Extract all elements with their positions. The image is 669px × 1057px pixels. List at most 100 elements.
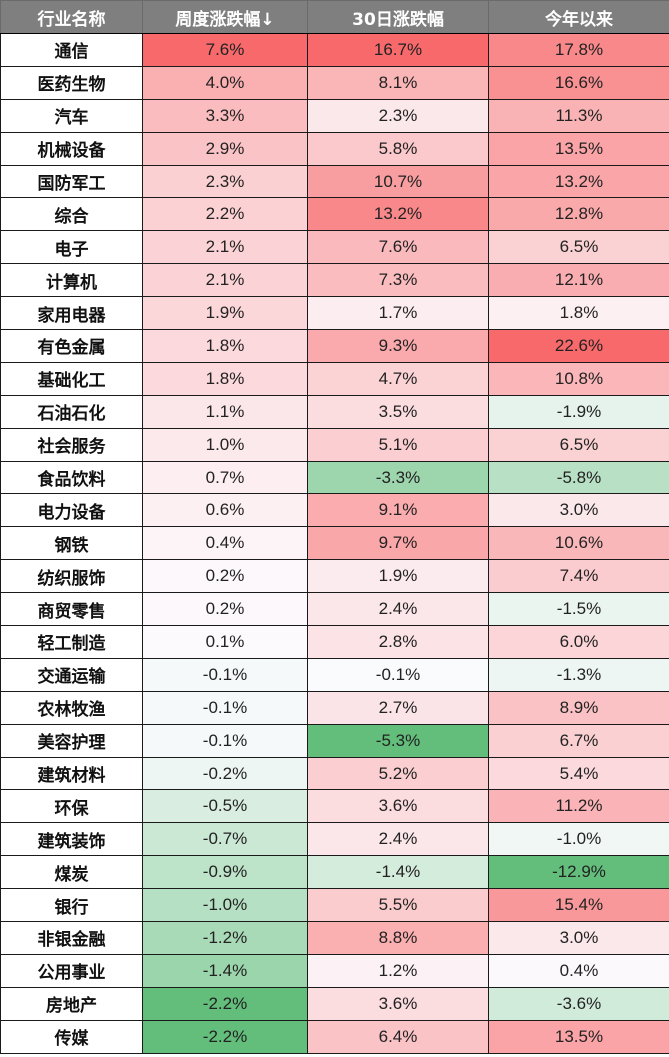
weekly-change-cell: -0.1% <box>142 723 308 758</box>
ytd-change-cell: 1.8% <box>488 296 669 331</box>
30day-change-cell: 2.4% <box>307 822 489 857</box>
weekly-change-cell: 1.9% <box>142 296 308 331</box>
30day-change-cell: 13.2% <box>307 197 489 232</box>
industry-name-cell: 纺织服饰 <box>0 559 143 594</box>
industry-name-cell: 农林牧渔 <box>0 690 143 725</box>
weekly-change-cell: 1.8% <box>142 329 308 363</box>
30day-change-cell: 7.3% <box>307 263 489 298</box>
weekly-change-cell: 3.3% <box>142 98 308 133</box>
industry-name-cell: 环保 <box>0 789 143 824</box>
industry-name-cell: 公用事业 <box>0 953 143 988</box>
table-row: 综合 2.2% 13.2% 12.8% <box>0 197 669 232</box>
table-row: 银行 -1.0% 5.5% 15.4% <box>0 888 669 923</box>
table-row: 国防军工 2.3% 10.7% 13.2% <box>0 164 669 199</box>
30day-change-cell: -0.1% <box>307 657 489 692</box>
header-industry-name[interactable]: 行业名称 <box>0 0 143 34</box>
weekly-change-cell: 0.2% <box>142 559 308 594</box>
table-row: 机械设备 2.9% 5.8% 13.5% <box>0 131 669 166</box>
weekly-change-cell: -2.2% <box>142 986 308 1021</box>
industry-name-cell: 石油石化 <box>0 394 143 429</box>
table-row: 医药生物 4.0% 8.1% 16.6% <box>0 65 669 100</box>
industry-name-cell: 综合 <box>0 197 143 232</box>
table-row: 轻工制造 0.1% 2.8% 6.0% <box>0 625 669 659</box>
ytd-change-cell: 6.7% <box>488 723 669 758</box>
30day-change-cell: 7.6% <box>307 230 489 265</box>
weekly-change-cell: 1.1% <box>142 394 308 429</box>
weekly-change-cell: -1.0% <box>142 888 308 923</box>
table-row: 煤炭 -0.9% -1.4% -12.9% <box>0 855 669 890</box>
ytd-change-cell: 16.6% <box>488 65 669 100</box>
weekly-change-cell: 0.4% <box>142 526 308 561</box>
ytd-change-cell: -1.3% <box>488 657 669 692</box>
table-row: 公用事业 -1.4% 1.2% 0.4% <box>0 953 669 988</box>
ytd-change-cell: 6.5% <box>488 230 669 265</box>
industry-name-cell: 美容护理 <box>0 723 143 758</box>
weekly-change-cell: 2.1% <box>142 263 308 298</box>
ytd-change-cell: 13.5% <box>488 131 669 166</box>
industry-name-cell: 商贸零售 <box>0 592 143 627</box>
weekly-change-cell: 0.2% <box>142 592 308 627</box>
30day-change-cell: 9.3% <box>307 329 489 363</box>
ytd-change-cell: 22.6% <box>488 329 669 363</box>
weekly-change-cell: 2.2% <box>142 197 308 232</box>
ytd-change-cell: -12.9% <box>488 855 669 890</box>
ytd-change-cell: 10.6% <box>488 526 669 561</box>
table-row: 房地产 -2.2% 3.6% -3.6% <box>0 986 669 1021</box>
30day-change-cell: 5.8% <box>307 131 489 166</box>
industry-name-cell: 通信 <box>0 33 143 67</box>
industry-name-cell: 基础化工 <box>0 361 143 396</box>
industry-name-cell: 家用电器 <box>0 296 143 331</box>
ytd-change-cell: 17.8% <box>488 33 669 67</box>
industry-name-cell: 食品饮料 <box>0 460 143 495</box>
weekly-change-cell: -0.9% <box>142 855 308 890</box>
table-row: 建筑材料 -0.2% 5.2% 5.4% <box>0 756 669 791</box>
ytd-change-cell: -1.9% <box>488 394 669 429</box>
weekly-change-cell: -0.7% <box>142 822 308 857</box>
ytd-change-cell: -1.5% <box>488 592 669 627</box>
header-weekly-change[interactable]: 周度涨跌幅↓ <box>142 0 308 34</box>
30day-change-cell: -1.4% <box>307 855 489 890</box>
30day-change-cell: 3.5% <box>307 394 489 429</box>
ytd-change-cell: 10.8% <box>488 361 669 396</box>
industry-name-cell: 电力设备 <box>0 493 143 528</box>
weekly-change-cell: 0.7% <box>142 460 308 495</box>
table-row: 石油石化 1.1% 3.5% -1.9% <box>0 394 669 429</box>
table-row: 非银金融 -1.2% 8.8% 3.0% <box>0 921 669 955</box>
30day-change-cell: 9.1% <box>307 493 489 528</box>
table-row: 有色金属 1.8% 9.3% 22.6% <box>0 329 669 363</box>
weekly-change-cell: -1.2% <box>142 921 308 955</box>
industry-name-cell: 房地产 <box>0 986 143 1021</box>
ytd-change-cell: 3.0% <box>488 493 669 528</box>
industry-name-cell: 轻工制造 <box>0 625 143 659</box>
weekly-change-cell: 2.3% <box>142 164 308 199</box>
header-30day-change[interactable]: 30日涨跌幅 <box>307 0 489 34</box>
ytd-change-cell: -1.0% <box>488 822 669 857</box>
30day-change-cell: 16.7% <box>307 33 489 67</box>
header-ytd-change[interactable]: 今年以来 <box>488 0 669 34</box>
30day-change-cell: 3.6% <box>307 789 489 824</box>
30day-change-cell: 1.7% <box>307 296 489 331</box>
30day-change-cell: -5.3% <box>307 723 489 758</box>
ytd-change-cell: 6.0% <box>488 625 669 659</box>
30day-change-cell: 5.5% <box>307 888 489 923</box>
ytd-change-cell: 12.1% <box>488 263 669 298</box>
industry-name-cell: 传媒 <box>0 1019 143 1054</box>
table-row: 通信 7.6% 16.7% 17.8% <box>0 33 669 67</box>
weekly-change-cell: 1.0% <box>142 427 308 462</box>
industry-name-cell: 国防军工 <box>0 164 143 199</box>
table-row: 商贸零售 0.2% 2.4% -1.5% <box>0 592 669 627</box>
weekly-change-cell: 4.0% <box>142 65 308 100</box>
table-row: 家用电器 1.9% 1.7% 1.8% <box>0 296 669 331</box>
weekly-change-cell: -0.1% <box>142 690 308 725</box>
weekly-change-cell: -1.4% <box>142 953 308 988</box>
industry-name-cell: 交通运输 <box>0 657 143 692</box>
ytd-change-cell: 5.4% <box>488 756 669 791</box>
table-row: 建筑装饰 -0.7% 2.4% -1.0% <box>0 822 669 857</box>
table-row: 电子 2.1% 7.6% 6.5% <box>0 230 669 265</box>
weekly-change-cell: 0.1% <box>142 625 308 659</box>
30day-change-cell: 10.7% <box>307 164 489 199</box>
30day-change-cell: 9.7% <box>307 526 489 561</box>
industry-name-cell: 电子 <box>0 230 143 265</box>
30day-change-cell: 1.9% <box>307 559 489 594</box>
